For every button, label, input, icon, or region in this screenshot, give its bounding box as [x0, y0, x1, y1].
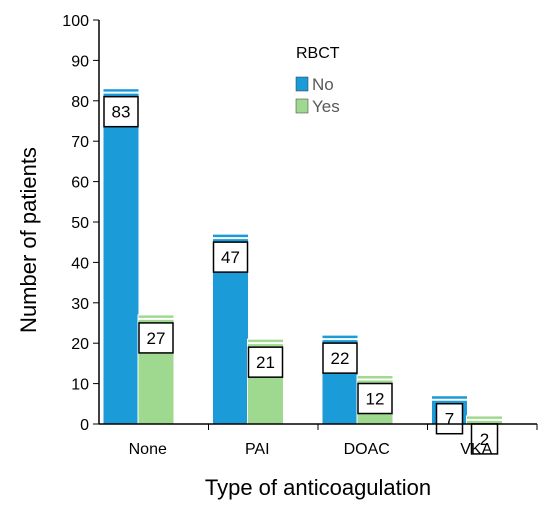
data-label: 27 — [147, 329, 166, 348]
data-label: 22 — [331, 349, 350, 368]
x-tick-label: VKA — [460, 441, 492, 458]
bar-no-none — [102, 88, 140, 425]
data-label-box — [247, 346, 284, 378]
data-label: 47 — [221, 248, 240, 267]
y-tick-label: 10 — [71, 377, 89, 394]
data-label-box — [212, 241, 249, 273]
y-tick-label: 60 — [71, 175, 89, 192]
x-tick-label: None — [129, 441, 167, 458]
data-label-box — [103, 95, 139, 128]
legend-label-yes: Yes — [312, 97, 340, 116]
data-label-box — [322, 342, 358, 374]
y-tick-label: 100 — [62, 13, 89, 30]
legend-label-no: No — [312, 75, 334, 94]
y-tick-label: 20 — [71, 336, 89, 353]
y-axis-title: Number of patients — [16, 147, 41, 333]
y-tick-label: 30 — [71, 296, 89, 313]
y-tick-label: 40 — [71, 255, 89, 272]
x-tick-label: DOAC — [344, 441, 390, 458]
data-label-box — [357, 382, 393, 415]
legend: No Yes — [295, 75, 340, 116]
x-axis-title: Type of anticoagulation — [205, 475, 431, 500]
y-tick-label: 80 — [71, 94, 89, 111]
data-label: 21 — [256, 353, 275, 372]
legend-swatch-yes — [295, 98, 309, 114]
data-label-box — [435, 402, 464, 435]
y-tick-label: 0 — [80, 417, 89, 434]
y-tick-label: 70 — [71, 134, 89, 151]
data-label: 83 — [112, 103, 131, 122]
data-label-box — [138, 322, 174, 354]
data-label: 12 — [366, 390, 385, 409]
data-label: 2 — [480, 430, 489, 449]
plot-area: 0 10 20 30 40 50 60 70 80 90 100 83 47 22 7 27 21 12 2 None… — [62, 13, 538, 458]
x-tick-label: PAI — [245, 441, 270, 458]
y-tick-label: 90 — [71, 53, 89, 70]
legend-swatch-no — [295, 76, 309, 92]
data-label: 7 — [445, 410, 454, 429]
y-tick-label: 50 — [71, 215, 89, 232]
legend-title: RBCT — [296, 45, 340, 62]
